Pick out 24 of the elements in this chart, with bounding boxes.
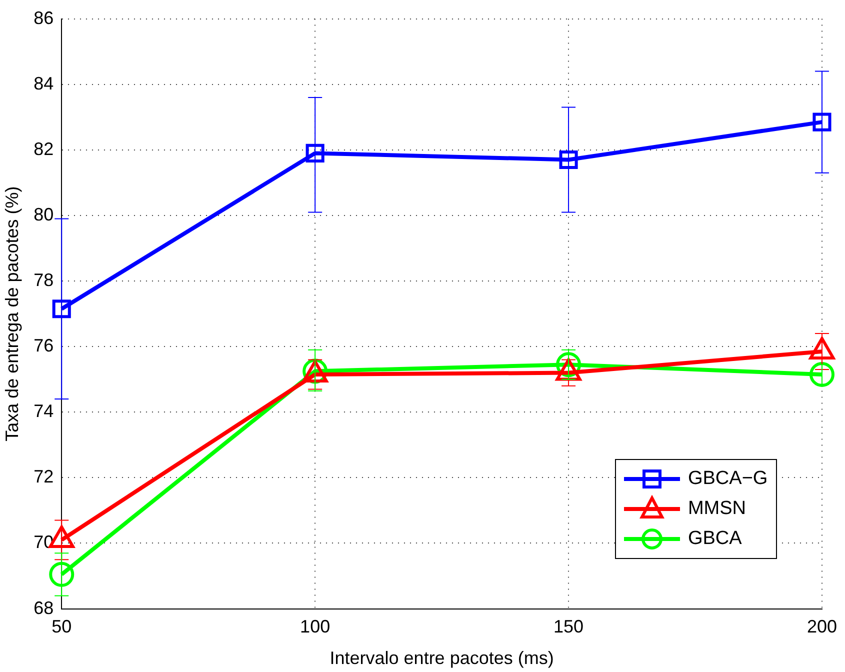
point	[306, 144, 324, 162]
y-tick-label: 82	[34, 138, 54, 159]
y-tick-label: 74	[34, 401, 54, 422]
legend-label: MMSN	[688, 498, 746, 520]
x-tick-label: 50	[52, 616, 72, 637]
y-tick-label: 86	[34, 8, 54, 28]
y-tick-label: 68	[34, 598, 54, 618]
x-axis-title: Intervalo entre pacotes (ms)	[330, 648, 554, 668]
legend-label: GBCA	[688, 528, 742, 550]
point	[52, 300, 71, 318]
point	[809, 362, 834, 387]
point	[812, 112, 832, 132]
legend-label: GBCA−G	[688, 468, 768, 490]
y-tick-label: 78	[34, 270, 54, 290]
y-tick-label: 84	[34, 73, 54, 94]
y-tick-label: 80	[34, 204, 54, 224]
point	[559, 150, 578, 170]
y-tick-label: 72	[34, 466, 54, 487]
x-tick-label: 200	[806, 616, 838, 637]
point	[49, 562, 74, 587]
y-tick-label: 76	[34, 336, 54, 356]
x-tick-label: 100	[300, 616, 330, 637]
x-tick-label: 150	[554, 616, 584, 637]
y-axis-title: Taxa de entrega de pacotes (%)	[2, 186, 22, 442]
